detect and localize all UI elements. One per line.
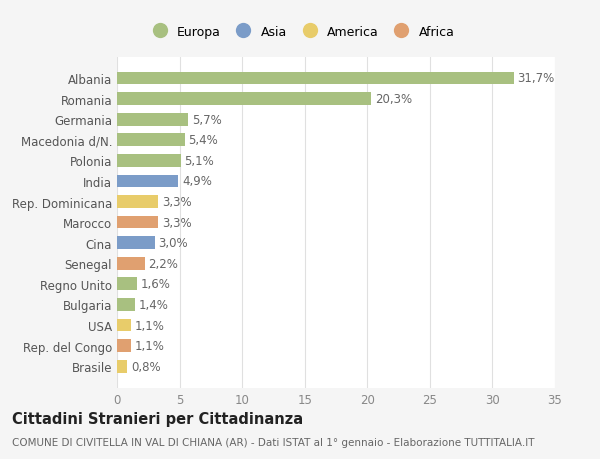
Bar <box>117 340 131 353</box>
Text: 0,8%: 0,8% <box>131 360 160 373</box>
Bar <box>117 73 514 85</box>
Text: 20,3%: 20,3% <box>375 93 412 106</box>
Text: 1,1%: 1,1% <box>134 319 164 332</box>
Text: 3,0%: 3,0% <box>158 237 188 250</box>
Text: 3,3%: 3,3% <box>162 196 191 208</box>
Text: 5,7%: 5,7% <box>192 113 222 126</box>
Text: 1,6%: 1,6% <box>141 278 170 291</box>
Bar <box>117 278 137 291</box>
Bar <box>117 237 155 250</box>
Text: 1,4%: 1,4% <box>138 298 168 311</box>
Text: 1,1%: 1,1% <box>134 339 164 353</box>
Text: 3,3%: 3,3% <box>162 216 191 229</box>
Bar <box>117 319 131 332</box>
Bar <box>117 175 178 188</box>
Text: 2,2%: 2,2% <box>148 257 178 270</box>
Bar <box>117 113 188 126</box>
Text: COMUNE DI CIVITELLA IN VAL DI CHIANA (AR) - Dati ISTAT al 1° gennaio - Elaborazi: COMUNE DI CIVITELLA IN VAL DI CHIANA (AR… <box>12 437 535 447</box>
Bar <box>117 134 185 147</box>
Bar <box>117 155 181 168</box>
Bar <box>117 298 134 311</box>
Text: Cittadini Stranieri per Cittadinanza: Cittadini Stranieri per Cittadinanza <box>12 411 303 426</box>
Bar <box>117 196 158 208</box>
Bar <box>117 257 145 270</box>
Text: 5,1%: 5,1% <box>185 155 214 168</box>
Text: 31,7%: 31,7% <box>517 72 555 85</box>
Bar <box>117 93 371 106</box>
Text: 4,9%: 4,9% <box>182 175 212 188</box>
Text: 5,4%: 5,4% <box>188 134 218 147</box>
Legend: Europa, Asia, America, Africa: Europa, Asia, America, Africa <box>147 26 455 39</box>
Bar <box>117 216 158 229</box>
Bar <box>117 360 127 373</box>
